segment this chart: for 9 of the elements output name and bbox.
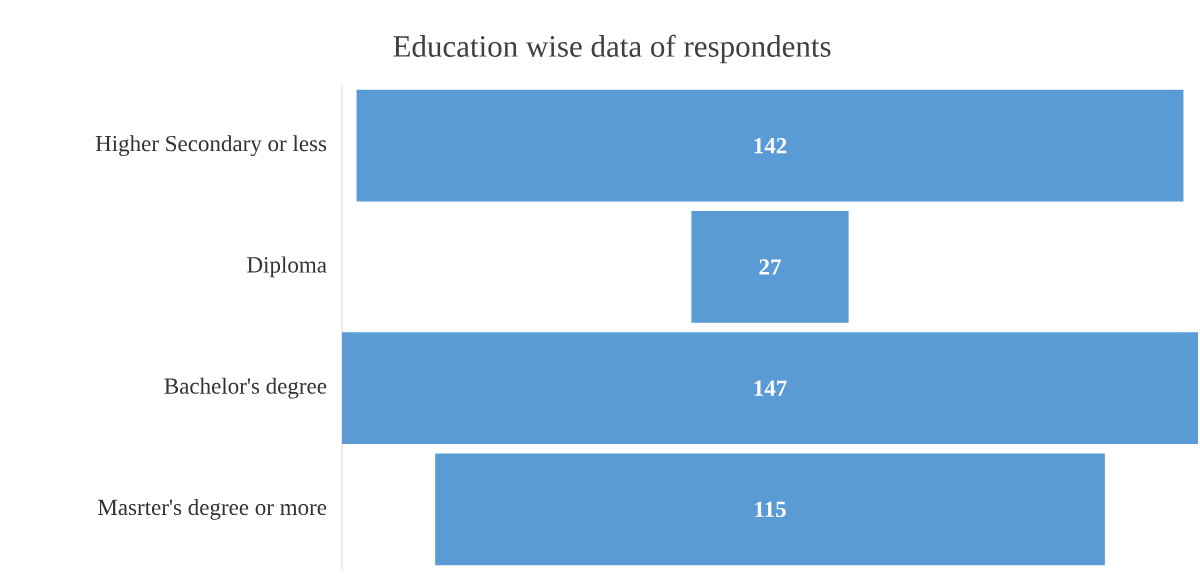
category-label: Bachelor's degree (164, 377, 327, 399)
data-label: 142 (754, 138, 787, 154)
text: Education wise data of respondents (393, 34, 831, 64)
category-label: Higher Secondary or less (95, 135, 327, 157)
data-label: 27 (759, 259, 781, 275)
category-label: Diploma (247, 256, 327, 278)
data-label: 115 (755, 501, 786, 518)
data-label: 147 (754, 380, 787, 396)
category-label: Masrter's degree or more (98, 498, 327, 520)
